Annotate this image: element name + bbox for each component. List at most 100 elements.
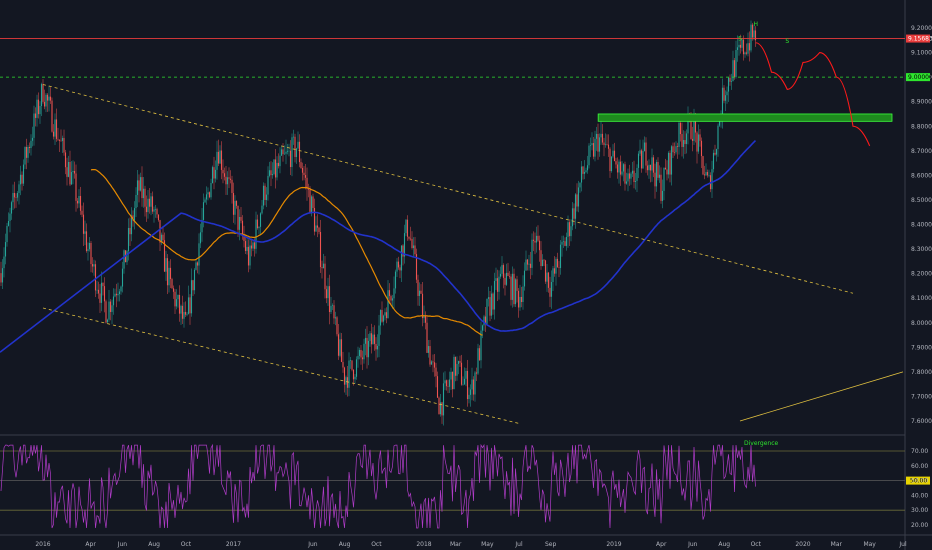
candle-body xyxy=(253,242,256,249)
candle-body xyxy=(615,161,617,165)
candle-body xyxy=(168,267,170,286)
candle-body xyxy=(751,24,754,38)
candle-body xyxy=(507,272,509,277)
candle-body xyxy=(61,137,64,142)
candle-body xyxy=(603,142,605,146)
candle-body xyxy=(174,291,176,307)
candle-body xyxy=(556,258,559,268)
candle-body xyxy=(610,156,613,172)
price-level-tag-label: 9.15683 xyxy=(908,36,932,43)
candle-body xyxy=(198,243,200,266)
candle-body xyxy=(750,24,752,51)
candle-body xyxy=(267,175,269,195)
candle-body xyxy=(471,379,473,390)
candle-body xyxy=(406,219,409,237)
candle-body xyxy=(663,167,665,191)
candle-body xyxy=(655,161,658,187)
candle-body xyxy=(669,152,671,175)
candle-body xyxy=(391,298,394,301)
candle-body xyxy=(118,291,121,295)
candle-body xyxy=(574,194,577,219)
candle-body xyxy=(537,235,539,241)
candle-body xyxy=(613,150,616,162)
candle-body xyxy=(571,208,574,227)
candle-body xyxy=(528,263,530,265)
candle-body xyxy=(693,120,695,141)
price-level-tag-label: 9.00000 xyxy=(908,74,932,81)
candle-body xyxy=(96,289,98,291)
candle-body xyxy=(696,132,698,152)
pattern-annotation: S xyxy=(785,38,789,45)
candle-body xyxy=(312,196,314,208)
candle-body xyxy=(360,349,362,358)
candle-body xyxy=(145,206,148,213)
price-tick-label: 7.90000 xyxy=(911,344,932,351)
candle-body xyxy=(730,81,733,82)
candle-body xyxy=(105,301,107,323)
candle-body xyxy=(283,153,286,155)
candle-body xyxy=(34,113,37,118)
candle-body xyxy=(552,268,554,283)
candle-body xyxy=(213,167,215,179)
candle-body xyxy=(444,380,446,384)
candle-body xyxy=(366,337,368,358)
candle-body xyxy=(106,319,109,323)
candle-body xyxy=(700,140,703,157)
candle-body xyxy=(49,96,52,101)
candle-body xyxy=(658,174,661,178)
time-axis[interactable]: 2016 Apr Jun Aug Oct 2017 Jun Aug Oct 2018 Mar May J… xyxy=(35,541,907,548)
moving-average-slow xyxy=(0,140,757,353)
trendline xyxy=(42,307,520,424)
candle-body xyxy=(399,267,401,271)
candle-body xyxy=(16,192,19,198)
candle-body xyxy=(409,238,412,240)
candle-body xyxy=(742,39,745,55)
candle-body xyxy=(345,377,347,385)
candle-body xyxy=(111,305,113,312)
candle-body xyxy=(40,84,43,107)
candle-body xyxy=(238,217,241,230)
candle-body xyxy=(177,294,179,300)
candle-body xyxy=(163,240,166,272)
candle-body xyxy=(478,348,481,361)
candle-body xyxy=(256,219,259,229)
candle-body xyxy=(558,267,560,268)
candle-body xyxy=(355,359,358,377)
candle-body xyxy=(184,311,187,315)
candle-body xyxy=(22,164,25,184)
candle-body xyxy=(553,268,556,274)
candle-body xyxy=(372,334,374,345)
candle-body xyxy=(739,44,742,48)
candle-body xyxy=(318,227,320,233)
candle-body xyxy=(94,264,97,291)
candle-body xyxy=(619,161,622,175)
candle-body xyxy=(31,137,34,141)
candle-body xyxy=(429,346,431,365)
candle-body xyxy=(495,278,497,281)
candle-body xyxy=(670,146,673,175)
candle-body xyxy=(516,279,518,291)
candle-body xyxy=(18,184,20,193)
candle-body xyxy=(243,235,245,242)
candle-body xyxy=(385,312,388,319)
candle-body xyxy=(408,236,410,239)
moving-average-fast xyxy=(90,169,483,336)
candle-body xyxy=(489,297,491,316)
candle-body xyxy=(303,172,305,176)
candle-body xyxy=(4,242,7,257)
candle-body xyxy=(24,146,26,165)
price-level-tag xyxy=(906,34,930,43)
candle-body xyxy=(502,265,505,278)
candle-body xyxy=(462,384,464,386)
candle-body xyxy=(436,376,439,398)
candle-body xyxy=(441,402,443,416)
candle-body xyxy=(169,267,172,280)
candle-body xyxy=(121,268,124,287)
candle-body xyxy=(463,378,466,385)
candle-body xyxy=(691,138,694,141)
candle-body xyxy=(199,232,202,244)
candle-body xyxy=(459,361,461,363)
candle-body xyxy=(135,194,137,209)
price-tick-label: 8.00000 xyxy=(911,320,932,327)
